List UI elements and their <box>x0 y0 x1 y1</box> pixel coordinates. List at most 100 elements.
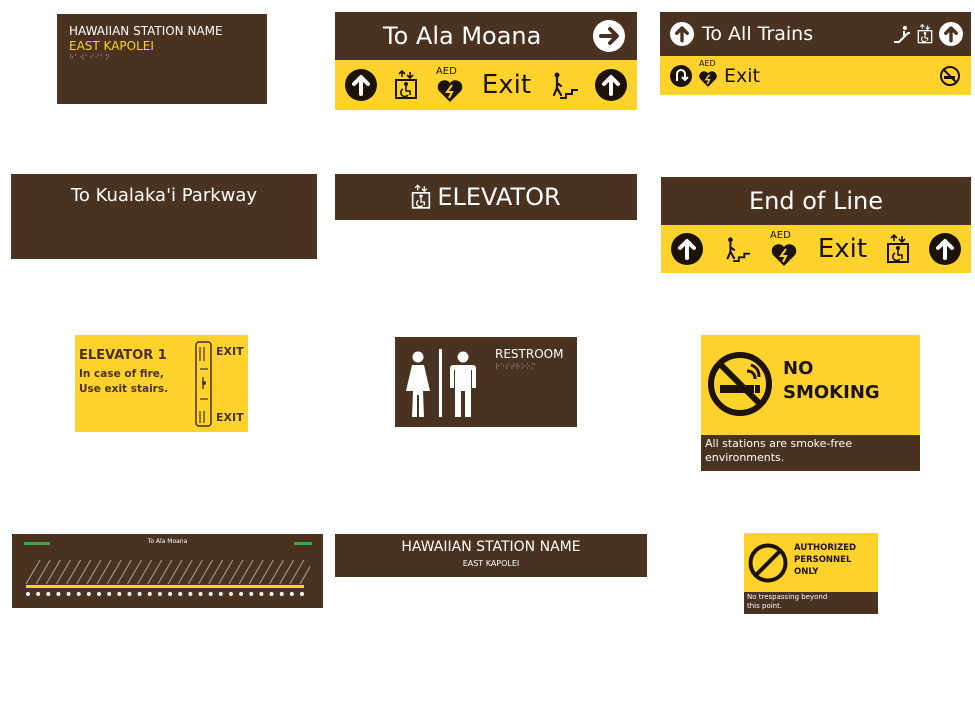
route-stop-label <box>228 559 244 585</box>
elevator1-exit-top: EXIT <box>216 345 244 358</box>
accessible-elevator-icon <box>394 70 418 100</box>
station-name-sign: HAWAIIAN STATION NAME EAST KAPOLEI <box>335 534 647 577</box>
route-line-marker-left <box>24 542 50 545</box>
route-stop-label <box>55 559 71 585</box>
route-stop-dot <box>218 592 223 596</box>
arrow-up-icon <box>939 22 963 46</box>
end-of-line-footer: AED Exit <box>661 225 971 273</box>
authorized-panel: AUTHORIZED PERSONNEL ONLY <box>744 533 878 592</box>
all-trains-footer: AED Exit <box>660 56 971 95</box>
route-stop-dot <box>36 592 41 596</box>
route-line <box>26 585 304 588</box>
prohibited-icon <box>747 542 789 584</box>
escalator-icon <box>893 24 911 44</box>
no-smoking-footer: All stations are smoke-free environments… <box>701 435 920 471</box>
aed-group: AED <box>698 59 720 93</box>
route-stop-label <box>218 559 234 585</box>
route-stop-dot <box>127 592 132 596</box>
route-stop-dot <box>117 592 122 596</box>
aed-label: AED <box>769 230 791 241</box>
heart-defibrillator-icon <box>770 243 798 267</box>
all-trains-sign: To All Trains AED Exit <box>660 12 971 95</box>
route-stop-dot <box>86 592 91 596</box>
woman-icon <box>405 351 431 417</box>
kualakai-heading: To Kualaka'i Parkway <box>70 185 258 206</box>
heart-defibrillator-icon <box>698 70 718 88</box>
route-stop-label <box>289 559 305 585</box>
route-stop-dot <box>168 592 173 596</box>
route-line-marker-right <box>294 542 312 545</box>
ala-moana-sign: To Ala Moana AED Exit <box>335 12 637 110</box>
route-stop-dot <box>147 592 152 596</box>
no-smoking-panel: NO SMOKING <box>701 335 920 435</box>
end-of-line-header: End of Line <box>661 177 971 225</box>
heart-defibrillator-icon <box>436 79 464 103</box>
route-stop-dot <box>178 592 183 596</box>
elevator-heading: ELEVATOR <box>437 183 561 211</box>
ala-moana-header: To Ala Moana <box>335 12 637 60</box>
route-stop-dot <box>249 592 254 596</box>
route-stop-dot <box>107 592 112 596</box>
route-stop-dot <box>66 592 71 596</box>
route-stop-label <box>157 559 173 585</box>
route-stop-dot <box>97 592 102 596</box>
authorized-footer-line2: this point. <box>747 602 783 610</box>
elevator1-line1: In case of fire, <box>79 368 164 380</box>
end-of-line-sign: End of Line AED Exit <box>661 177 971 273</box>
restroom-label: RESTROOM <box>495 347 564 361</box>
route-stop-dot <box>289 592 294 596</box>
no-smoking-line1: NO <box>783 358 814 379</box>
arrow-up-icon <box>595 69 627 101</box>
station-id-station: EAST KAPOLEI <box>69 39 154 53</box>
authorized-line1: AUTHORIZED <box>794 543 857 553</box>
route-stop-label <box>96 559 112 585</box>
route-stop-dot <box>157 592 162 596</box>
no-smoking-icon <box>939 65 961 87</box>
aed-group: AED <box>435 64 465 106</box>
aed-label: AED <box>435 66 457 77</box>
all-trains-header: To All Trains <box>660 12 971 56</box>
route-stop-dot <box>198 592 203 596</box>
no-smoking-sign: NO SMOKING All stations are smoke-free e… <box>701 335 920 471</box>
elevator1-line2: Use exit stairs. <box>79 383 169 395</box>
authorized-footer: No trespassing beyond this point. <box>744 592 878 614</box>
elevator1-sign: ELEVATOR 1 In case of fire, Use exit sta… <box>75 335 248 432</box>
elevator-sign: ELEVATOR <box>335 174 637 220</box>
braille-text: ⠓⠁⠺⠁⠊⠊⠁⠝ <box>69 54 111 62</box>
route-stop-dot <box>56 592 61 596</box>
authorized-line3: ONLY <box>794 567 819 577</box>
route-stop-label <box>86 559 102 585</box>
route-stop-label <box>106 559 122 585</box>
route-map-sign: To Ala Moana <box>12 534 323 608</box>
route-stop-dot <box>300 592 304 596</box>
route-stop-label <box>167 559 183 585</box>
route-stop-label <box>187 559 203 585</box>
arrow-right-icon <box>593 20 625 52</box>
route-stop-label <box>258 559 274 585</box>
ala-moana-footer: AED Exit <box>335 60 637 110</box>
all-trains-heading: To All Trains <box>702 23 814 45</box>
no-smoking-line2: SMOKING <box>783 382 880 403</box>
exit-label: Exit <box>724 64 760 87</box>
exit-label: Exit <box>817 234 868 264</box>
arrow-up-icon <box>670 22 694 46</box>
route-stop-dot <box>208 592 213 596</box>
braille-text: ⠗⠑⠎⠞⠗⠕⠕⠍ <box>495 363 537 371</box>
accessible-elevator-icon <box>411 183 431 211</box>
no-smoking-footer-line1: All stations are smoke-free <box>705 437 853 450</box>
authorized-sign: AUTHORIZED PERSONNEL ONLY No trespassing… <box>744 533 878 614</box>
route-stop-label <box>45 559 61 585</box>
u-turn-icon <box>670 64 692 87</box>
floor-plan-diagram <box>194 341 214 427</box>
route-stop-dot <box>26 592 30 596</box>
aed-label: AED <box>699 58 716 68</box>
authorized-line2: PERSONNEL <box>794 555 852 565</box>
no-smoking-icon <box>707 351 773 417</box>
authorized-footer-line1: No trespassing beyond <box>747 593 828 601</box>
route-stop-labels <box>24 552 315 586</box>
ala-moana-heading: To Ala Moana <box>383 22 542 50</box>
route-stop-label <box>126 559 142 585</box>
route-stop-dot <box>239 592 244 596</box>
accessible-elevator-icon <box>917 23 933 45</box>
route-stop-label <box>279 559 295 585</box>
